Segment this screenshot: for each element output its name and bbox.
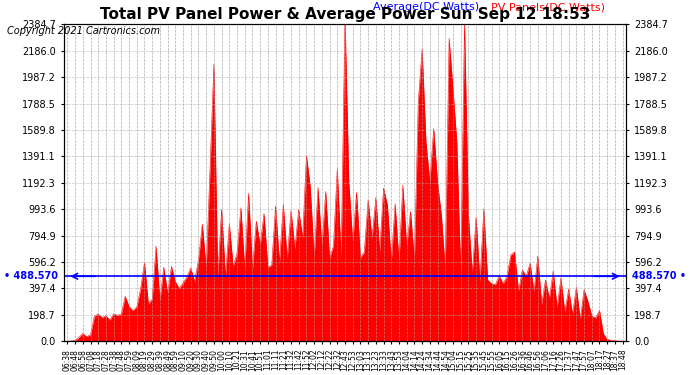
Text: 488.570 •: 488.570 • — [632, 271, 686, 281]
Text: PV Panels(DC Watts): PV Panels(DC Watts) — [491, 2, 605, 12]
Text: Average(DC Watts): Average(DC Watts) — [373, 2, 480, 12]
Text: Copyright 2021 Cartronics.com: Copyright 2021 Cartronics.com — [7, 26, 160, 36]
Text: • 488.570: • 488.570 — [4, 271, 58, 281]
Title: Total PV Panel Power & Average Power Sun Sep 12 18:53: Total PV Panel Power & Average Power Sun… — [100, 7, 590, 22]
